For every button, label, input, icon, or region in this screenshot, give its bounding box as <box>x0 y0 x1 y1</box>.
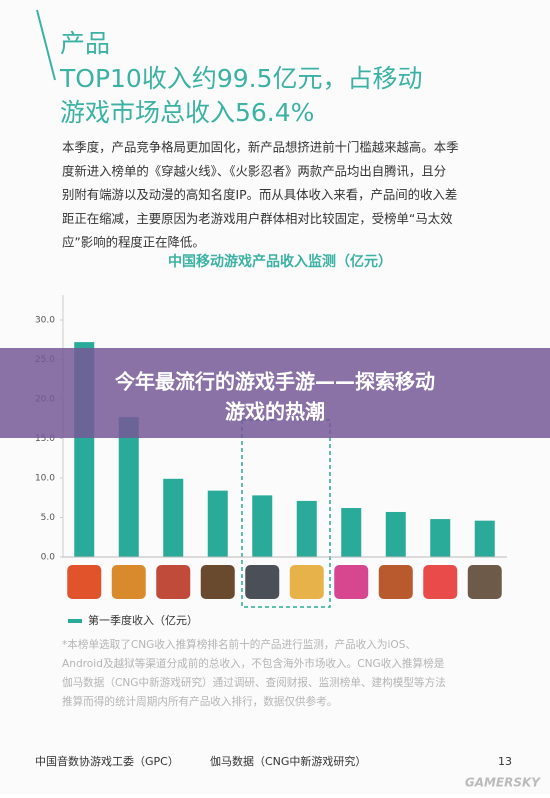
heading: 游戏市场总收入56.4% <box>60 98 314 127</box>
game-icon <box>67 565 102 599</box>
overlay-title: 游戏的热潮 <box>225 400 325 424</box>
footnote-line: *本榜单选取了CNG收入推算榜排名前十的产品进行监测，产品收入为iOS、 <box>62 638 416 651</box>
paragraph-line: 距正在缩减，主要原因为老游戏用户群体相对比较固定，受榜单“马太效 <box>62 211 453 226</box>
heading: 产品 <box>60 29 110 58</box>
game-icon <box>156 565 191 599</box>
watermark: GAMERSKY <box>465 776 541 790</box>
game-icon <box>111 565 146 599</box>
paragraph-line: 别附有端游以及动漫的高知名度IP。而从具体收入来看，产品间的收入差 <box>62 187 457 202</box>
bar <box>118 417 139 557</box>
legend-label: 第一季度收入（亿元） <box>88 613 198 627</box>
game-icon <box>467 565 502 599</box>
game-icon <box>334 565 369 599</box>
game-icon <box>289 565 324 599</box>
game-icon <box>423 565 458 599</box>
bar <box>341 508 362 557</box>
game-icon <box>245 565 280 599</box>
bar <box>163 478 184 557</box>
paragraph-line: 本季度，产品竞争格局更加固化，新产品想挤进前十门槛越来越高。本季 <box>62 140 459 155</box>
y-tick-label: 15.0 <box>35 434 55 444</box>
y-tick-label: 10.0 <box>35 474 55 484</box>
footnote-line: Android及越狱等渠道分成前的总收入，不包含海外市场收入。CNG收入推算榜是 <box>62 657 445 670</box>
footnote-line: 伽马数据（CNG中新游戏研究）通过调研、查阅财报、监测榜单、建构模型等方法 <box>62 676 446 689</box>
game-icon <box>378 565 413 599</box>
paragraph-line: 应”影响的程度正在降低。 <box>62 235 205 250</box>
footer-center: 伽马数据（CNG中新游戏研究） <box>210 754 366 768</box>
y-tick-label: 30.0 <box>35 316 55 326</box>
paragraph-line: 度新进入榜单的《穿越火线》、《火影忍者》两款产品均出自腾讯，且分 <box>62 163 446 178</box>
decor-line <box>36 9 56 81</box>
overlay-band <box>0 348 550 438</box>
footer-left: 中国音数协游戏工委（GPC） <box>35 754 179 768</box>
overlay-title: 今年最流行的游戏手游——探索移动 <box>115 370 435 394</box>
bar <box>207 490 228 557</box>
bar <box>474 520 495 557</box>
footnote-line: 推算而得的统计周期内所有产品收入排行，数据仅供参考。 <box>62 695 337 708</box>
bar <box>430 519 451 557</box>
bar <box>385 511 406 557</box>
chart-title: 中国移动游戏产品收入监测（亿元） <box>168 253 392 270</box>
page-number: 13 <box>498 755 512 768</box>
bar <box>252 495 273 557</box>
heading: TOP10收入约99.5亿元，占移动 <box>59 64 423 93</box>
y-tick-label: 0.0 <box>41 553 56 563</box>
game-icon <box>200 565 235 599</box>
y-tick-label: 5.0 <box>41 513 56 523</box>
bar <box>296 500 317 557</box>
